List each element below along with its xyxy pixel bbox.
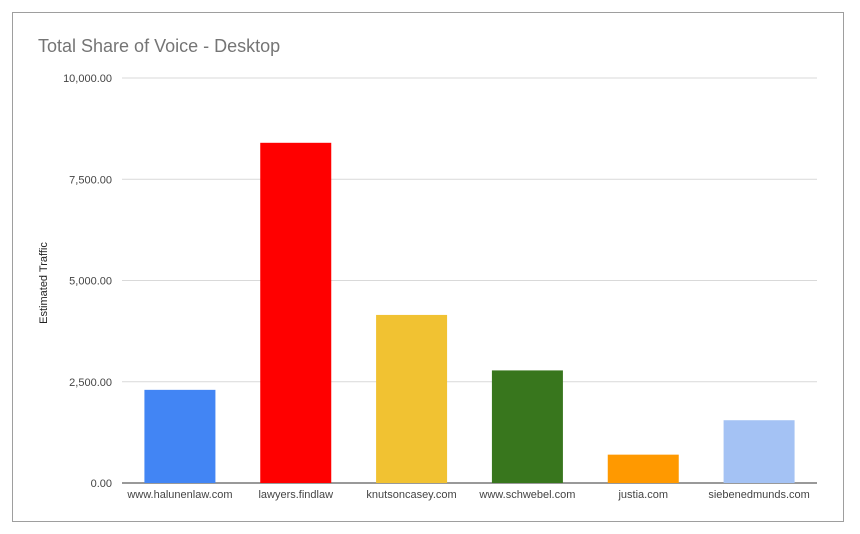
y-axis-ticks: 0.00 2,500.00 5,000.00 7,500.00 10,000.00	[63, 73, 112, 490]
y-tick-label: 0.00	[91, 478, 112, 490]
x-tick-label: justia.com	[617, 489, 668, 501]
x-tick-label: www.halunenlaw.com	[126, 489, 232, 501]
y-axis-title: Estimated Traffic	[38, 242, 50, 324]
bar	[260, 142, 332, 484]
x-tick-label: lawyers.findlaw	[258, 489, 333, 501]
y-tick-label: 7,500.00	[69, 174, 112, 186]
bar	[144, 389, 216, 483]
y-tick-label: 5,000.00	[69, 276, 112, 288]
x-tick-label: knutsoncasey.com	[366, 489, 456, 501]
chart-title: Total Share of Voice - Desktop	[38, 36, 281, 56]
x-axis-ticks: www.halunenlaw.com lawyers.findlaw knutson…	[126, 489, 810, 501]
y-tick-label: 2,500.00	[69, 377, 112, 389]
bars	[144, 142, 795, 484]
gridlines	[122, 77, 817, 484]
x-tick-label: siebenedmunds.com	[708, 489, 810, 501]
bar	[376, 314, 448, 483]
x-tick-label: www.schwebel.com	[478, 489, 575, 501]
y-tick-label: 10,000.00	[63, 73, 112, 85]
bar	[723, 420, 795, 483]
bar	[607, 454, 679, 483]
bar	[491, 370, 563, 483]
